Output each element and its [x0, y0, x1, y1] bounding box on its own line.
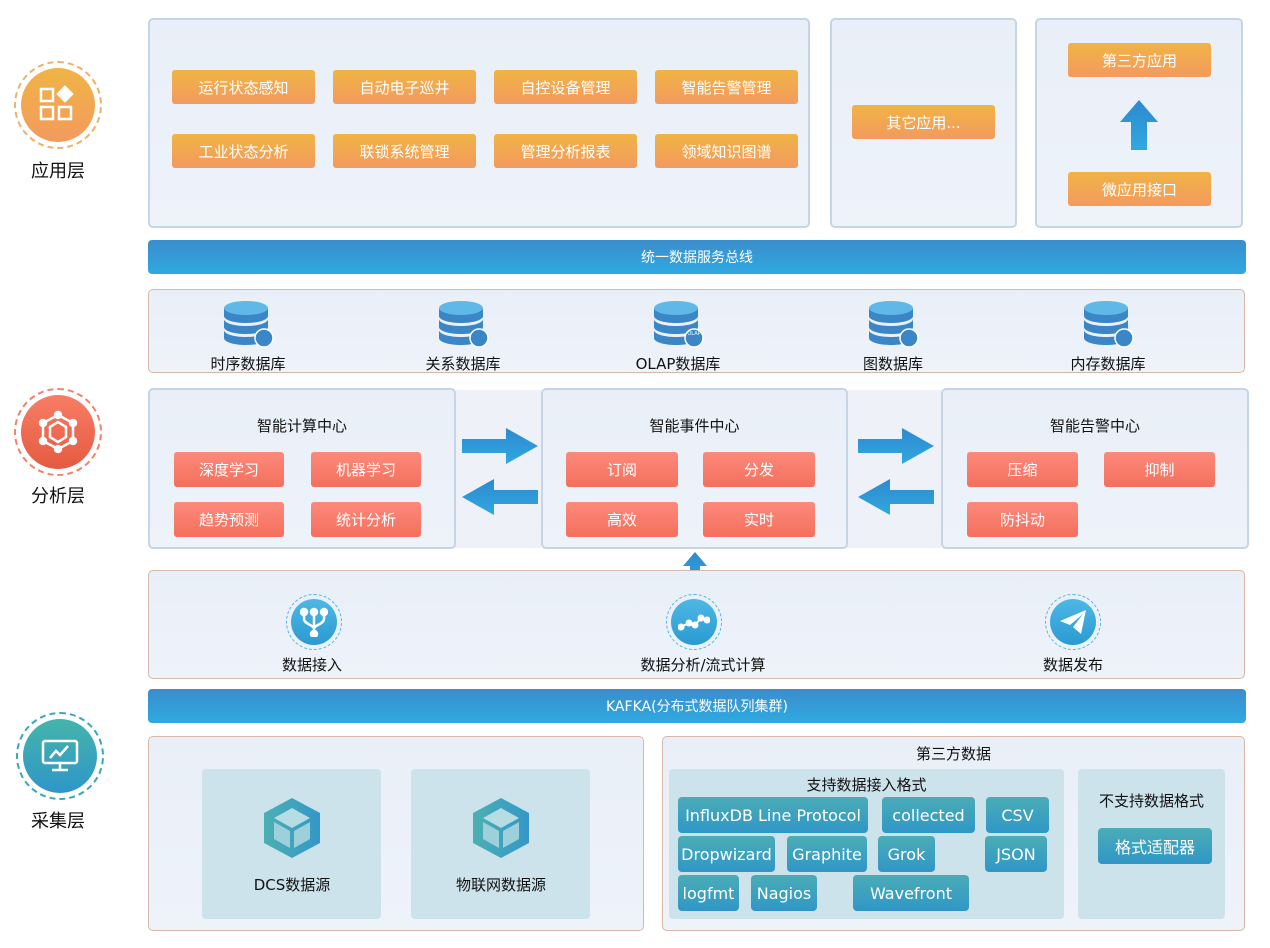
cube-icon	[473, 798, 529, 858]
center-item[interactable]: 机器学习	[311, 452, 421, 487]
collect-layer-icon	[16, 712, 104, 800]
database-label: 内存数据库	[1070, 355, 1146, 373]
module-button[interactable]: 管理分析报表	[494, 134, 637, 168]
event-center-title: 智能事件中心	[649, 417, 740, 435]
third-party-data-title: 第三方数据	[915, 745, 991, 763]
apps-grid-icon	[21, 68, 95, 142]
source-label: 物联网数据源	[455, 876, 547, 894]
processing-label: 数据发布	[1042, 656, 1104, 674]
compute-center-title: 智能计算中心	[256, 417, 347, 435]
app-modules-panel	[148, 18, 810, 228]
supported-formats-title: 支持数据接入格式	[806, 776, 927, 794]
data-service-bus: 统一数据服务总线	[148, 240, 1246, 274]
database-icon	[869, 300, 919, 348]
connector-bg	[847, 390, 941, 548]
third-party-app-button[interactable]: 第三方应用	[1068, 43, 1211, 77]
source-label: DCS数据源	[253, 876, 331, 894]
iot-source-card[interactable]: 物联网数据源	[411, 769, 590, 919]
center-item[interactable]: 分发	[703, 452, 815, 487]
connector-bg	[455, 390, 541, 548]
database-label: 关系数据库	[425, 355, 501, 373]
format-tag[interactable]: Grok	[878, 836, 935, 872]
format-tag[interactable]: InfluxDB Line Protocol	[678, 797, 868, 833]
other-apps-button[interactable]: 其它应用...	[852, 105, 995, 139]
arrow-left-icon	[462, 479, 538, 515]
processing-label: 数据分析/流式计算	[640, 656, 766, 674]
image-icon	[902, 331, 916, 345]
center-item[interactable]: 高效	[566, 502, 678, 537]
dcs-source-card[interactable]: DCS数据源	[202, 769, 381, 919]
module-button[interactable]: 联锁系统管理	[333, 134, 476, 168]
center-item[interactable]: 深度学习	[174, 452, 284, 487]
monitor-chart-icon	[23, 719, 97, 793]
format-tag[interactable]: CSV	[986, 797, 1049, 833]
kafka-bar: KAFKA(分布式数据队列集群)	[148, 689, 1246, 723]
arrow-up-icon	[1120, 100, 1158, 150]
format-tag[interactable]: Nagios	[751, 875, 817, 911]
olap-icon: OLAP	[687, 331, 701, 337]
module-button[interactable]: 运行状态感知	[172, 70, 315, 104]
module-button[interactable]: 工业状态分析	[172, 134, 315, 168]
format-tag[interactable]: JSON	[985, 836, 1047, 872]
database-label: 时序数据库	[210, 355, 286, 373]
center-item[interactable]: 统计分析	[311, 502, 421, 537]
database-label: OLAP数据库	[635, 355, 721, 373]
collect-layer-label: 采集层	[31, 811, 85, 832]
center-item[interactable]: 实时	[703, 502, 815, 537]
arrow-up-icon	[683, 552, 707, 586]
memory-icon	[1117, 331, 1131, 345]
center-item[interactable]: 压缩	[967, 452, 1078, 487]
format-tag[interactable]: Graphite	[787, 836, 867, 872]
publish-paper-plane-icon	[1045, 594, 1101, 650]
database-label: 图数据库	[862, 355, 924, 373]
database-icon	[224, 300, 274, 348]
relation-icon	[472, 331, 486, 345]
analysis-layer-label: 分析层	[31, 486, 85, 507]
stream-compute-icon	[666, 594, 722, 650]
analysis-layer-icon	[14, 388, 102, 476]
micro-app-api-button[interactable]: 微应用接口	[1068, 172, 1211, 206]
arrow-right-icon	[462, 428, 538, 464]
database-icon: OLAP	[654, 300, 704, 348]
center-item[interactable]: 抑制	[1104, 452, 1215, 487]
molecule-icon	[21, 395, 95, 469]
app-layer-icon	[14, 61, 102, 149]
unsupported-formats-title: 不支持数据格式	[1098, 792, 1204, 810]
module-button[interactable]: 自控设备管理	[494, 70, 637, 104]
format-adapter-button[interactable]: 格式适配器	[1098, 828, 1212, 864]
format-tag[interactable]: logfmt	[678, 875, 739, 911]
module-button[interactable]: 智能告警管理	[655, 70, 798, 104]
center-item[interactable]: 防抖动	[967, 502, 1078, 537]
module-button[interactable]: 自动电子巡井	[333, 70, 476, 104]
data-ingest-icon	[286, 594, 342, 650]
center-item[interactable]: 订阅	[566, 452, 678, 487]
arrow-right-icon	[858, 428, 934, 464]
module-button[interactable]: 领域知识图谱	[655, 134, 798, 168]
app-layer-label: 应用层	[31, 161, 85, 182]
format-tag[interactable]: collected	[882, 797, 975, 833]
database-icon	[439, 300, 489, 348]
database-icon	[1084, 300, 1134, 348]
format-tag[interactable]: Dropwizard	[678, 836, 775, 872]
arrow-left-icon	[858, 479, 934, 515]
processing-label: 数据接入	[281, 656, 343, 674]
alarm-center-title: 智能告警中心	[1049, 417, 1140, 435]
format-tag[interactable]: Wavefront	[853, 875, 969, 911]
center-item[interactable]: 趋势预测	[174, 502, 284, 537]
clock-icon	[257, 331, 271, 345]
cube-icon	[264, 798, 320, 858]
